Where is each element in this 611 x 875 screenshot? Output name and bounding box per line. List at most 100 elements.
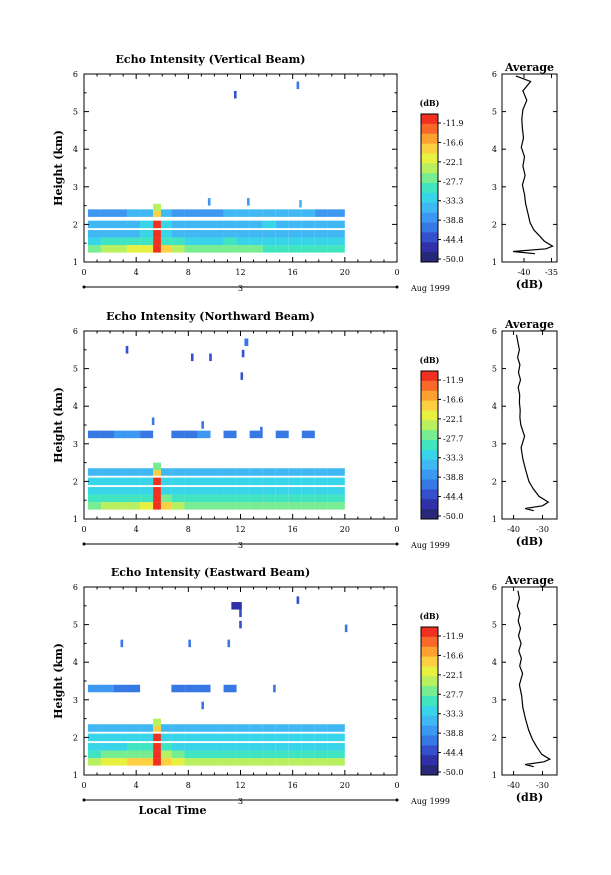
colorbar-tick-label: -38.8 xyxy=(443,473,464,482)
heatmap-cell xyxy=(223,750,237,759)
heatmap-cell xyxy=(275,230,289,238)
heatmap-cell xyxy=(314,245,328,253)
colorbar-swatch xyxy=(421,390,438,401)
heatmap-cell xyxy=(160,220,172,229)
heatmap-cell xyxy=(288,237,302,246)
heatmap-cell xyxy=(100,733,114,742)
colorbar-swatch xyxy=(421,380,438,392)
heatmap-cell xyxy=(87,684,101,693)
heatmap-cell xyxy=(314,209,328,217)
y-tick-label: 6 xyxy=(73,583,78,592)
heatmap-cell xyxy=(100,743,114,751)
heatmap-cell xyxy=(249,502,263,510)
heatmap-cell xyxy=(140,430,154,439)
x-tick-label: 12 xyxy=(235,525,245,534)
date-axis-cap xyxy=(395,285,399,289)
colorbar-swatch xyxy=(421,143,438,154)
heatmap-cell xyxy=(314,502,328,510)
profile-y-tick-label: 3 xyxy=(492,440,497,449)
profile-y-tick-label: 2 xyxy=(492,220,497,229)
heatmap-cell xyxy=(275,209,289,217)
date-axis-cap xyxy=(82,285,86,289)
date-axis-cap xyxy=(395,798,399,802)
profile-y-tick-label: 4 xyxy=(492,402,497,411)
date-label: 3 xyxy=(238,541,243,550)
heatmap-cell xyxy=(153,230,161,238)
heatmap-cell xyxy=(223,468,237,476)
heatmap-cell xyxy=(262,502,276,510)
heatmap-cell xyxy=(249,468,263,476)
heatmap-cell xyxy=(249,487,263,495)
heatmap-cell xyxy=(100,494,114,503)
heatmap-cell xyxy=(184,468,198,476)
heatmap-cell xyxy=(197,245,211,253)
y-axis-label: Height (km) xyxy=(52,643,65,719)
profile-y-tick-label: 6 xyxy=(492,70,497,79)
heatmap-cell xyxy=(171,758,185,766)
date-axis-cap xyxy=(395,542,399,546)
heatmap-cell xyxy=(87,230,101,238)
heatmap-cell xyxy=(184,502,198,510)
heatmap-cell xyxy=(275,237,289,246)
heatmap-cell xyxy=(171,209,185,217)
heatmap-cell xyxy=(223,237,237,246)
heatmap-cell xyxy=(314,758,328,766)
heatmap-cell xyxy=(210,502,224,510)
heatmap-cell xyxy=(87,209,101,217)
heatmap-cell xyxy=(210,494,224,503)
heatmap-cell xyxy=(301,502,315,510)
heatmap-cell xyxy=(127,245,141,253)
heatmap-cell xyxy=(223,487,237,495)
date-axis-cap xyxy=(82,542,86,546)
heatmap-cell xyxy=(197,750,211,759)
heatmap-cell xyxy=(314,743,328,751)
date-suffix: Aug 1999 xyxy=(410,284,450,293)
heatmap-cell xyxy=(127,487,141,495)
heatmap-cell xyxy=(87,750,101,759)
heatmap-cell xyxy=(288,750,302,759)
heatmap-cell xyxy=(113,502,128,510)
heatmap-cell xyxy=(236,245,250,253)
colorbar-tick-label: -27.7 xyxy=(443,177,464,186)
heatmap-cell xyxy=(100,758,114,766)
heatmap-cell xyxy=(87,468,101,476)
heatmap-cell xyxy=(236,743,250,751)
heatmap-cell xyxy=(184,743,198,751)
profile-x-label: (dB) xyxy=(516,535,543,548)
heatmap-cell xyxy=(223,743,237,751)
heatmap-cell xyxy=(210,750,224,759)
heatmap-cell xyxy=(171,245,185,253)
heatmap-cell xyxy=(262,220,276,229)
colorbar-swatch xyxy=(421,656,438,667)
profile-y-tick-label: 5 xyxy=(492,108,497,117)
heatmap-cell xyxy=(262,743,276,751)
heatmap-cell xyxy=(184,758,198,766)
date-label: 3 xyxy=(238,797,243,806)
colorbar-tick-label: -44.4 xyxy=(443,493,464,502)
heatmap-cell xyxy=(210,743,224,751)
heatmap-cell xyxy=(314,237,328,246)
colorbar-swatch xyxy=(421,123,438,135)
heatmap-cell xyxy=(314,230,328,238)
colorbar-swatch xyxy=(421,232,438,243)
profile-frame xyxy=(501,330,558,520)
heatmap-cell xyxy=(275,724,289,732)
heatmap-cell xyxy=(87,487,101,495)
y-tick-label: 4 xyxy=(73,145,78,154)
heatmap-cell xyxy=(140,237,154,246)
heatmap-cell xyxy=(127,468,141,476)
heatmap-cell xyxy=(236,220,250,229)
heatmap-cell xyxy=(249,750,263,759)
heatmap-cell xyxy=(249,758,263,766)
heatmap-cell xyxy=(210,477,224,486)
heatmap-cell xyxy=(100,477,114,486)
profile-frame xyxy=(501,73,558,263)
heatmap-cell xyxy=(87,724,101,732)
heatmap-cell xyxy=(171,724,185,732)
heatmap-cell xyxy=(275,494,289,503)
heatmap-cell xyxy=(275,468,289,476)
heatmap-cell xyxy=(201,421,204,429)
heatmap-cell xyxy=(87,430,101,439)
heatmap-cell xyxy=(87,758,101,766)
colorbar-swatch xyxy=(421,192,438,204)
